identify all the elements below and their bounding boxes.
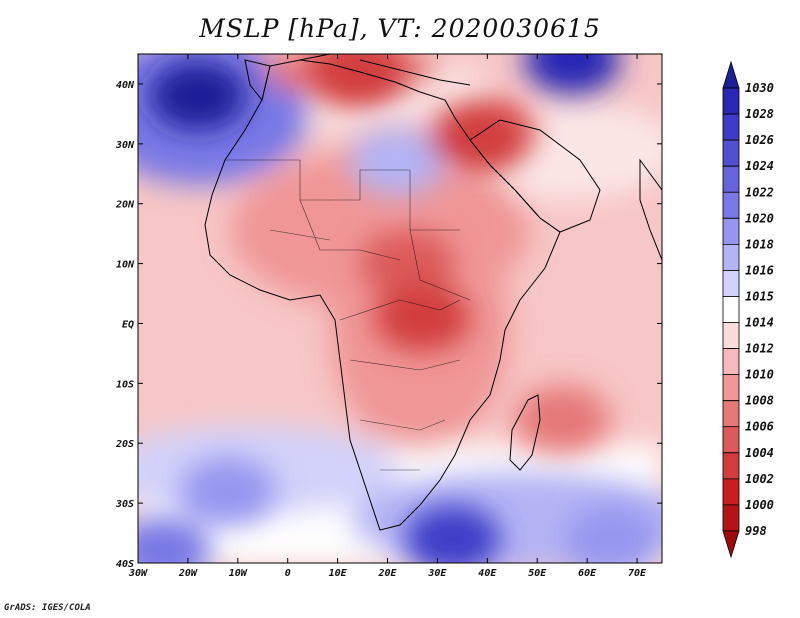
lon-label: 30W [128,568,148,579]
lon-label: 10E [329,568,348,579]
colorbar-segment [722,243,740,271]
colorbar-label: 1018 [745,237,774,251]
colorbar-segment [722,478,740,506]
lat-label: 20S [115,439,134,450]
lon-label: 20W [178,568,198,579]
colorbar-segment [722,191,740,219]
madagascar-coastline [509,394,541,471]
europe-coastline [244,54,471,102]
lat-label: 40N [116,80,135,91]
colorbar-label: 1016 [745,263,774,277]
colorbar-segment [722,60,740,89]
colorbar-segment [722,374,740,402]
lon-label: 50E [528,568,547,579]
colorbar-segment [722,452,740,480]
colorbar-segment [722,139,740,167]
pressure-centre [149,61,246,130]
colorbar-label: 998 [745,524,767,538]
colorbar-label: 1010 [745,368,774,382]
plot-frame [137,53,663,564]
colorbar-segment [722,270,740,297]
lon-label: 70E [628,568,647,579]
africa-coastline [204,59,561,531]
colorbar-segment [722,322,740,349]
colorbar-segment [722,113,740,141]
colorbar-segment [722,87,740,115]
colorbar-label: 1000 [745,498,774,512]
colorbar-label: 1030 [745,81,774,95]
pressure-field [138,54,662,563]
colorbar-segment [722,348,740,376]
colorbar-segment [722,165,740,193]
lon-label: 10W [229,568,248,579]
colorbar: 1030 1028 1026 1024 1022 1020 1018 1016 1015 1014… [722,60,774,559]
lat-label: 10S [116,379,134,390]
lat-label: 40S [116,559,134,570]
lon-label: 60E [578,568,597,579]
lat-label: 30N [115,140,135,151]
lon-label: 30E [427,568,447,579]
lon-label: 0 [285,568,291,579]
lon-label: 20E [377,568,397,579]
pressure-centre [404,505,501,563]
pressure-centre [514,385,611,454]
coastlines [204,54,662,531]
lat-label: 10N [116,260,135,271]
pressure-centre [564,505,661,563]
country-borders [225,159,471,471]
colorbar-label: 1015 [745,289,774,303]
arabia-coastline [469,119,601,233]
pressure-centre [179,457,276,526]
colorbar-segment [722,217,740,245]
lon-axis: 30W 20W 10W 0 10E 20E 30E 40E 50E 60E 70E [128,54,647,579]
colorbar-segment [722,530,740,559]
lon-label: 40E [478,568,497,579]
pressure-centre [359,229,456,298]
lat-label: 30S [115,499,134,510]
grads-credit: GrADS: IGES/COLA [4,603,91,613]
pressure-centre [349,127,446,196]
colorbar-label: 1026 [745,133,774,147]
colorbar-segment [722,400,740,428]
colorbar-label: 1008 [745,394,774,408]
border-lines [225,159,471,471]
colorbar-label: 1006 [745,420,774,434]
colorbar-label: 1028 [745,107,774,121]
lat-axis: 40N 30N 20N 10N EQ 10S 20S 30S 40S [115,80,662,570]
pressure-centre [429,103,526,172]
colorbar-label: 1020 [745,211,774,225]
lat-label: 20N [115,200,135,211]
map-title: MSLP [hPa], VT: 2020030615 [199,14,601,43]
colorbar-label: 1014 [745,316,774,330]
colorbar-segment [722,296,740,323]
colorbar-label: 1012 [745,342,774,356]
colorbar-segment [722,504,740,532]
pressure-centre [374,283,471,352]
india-coastline [639,158,662,261]
colorbar-segment [722,426,740,454]
colorbar-label: 1024 [745,159,774,173]
colorbar-label: 1002 [745,472,774,486]
colorbar-label: 1022 [745,185,774,199]
lat-label: EQ [122,319,134,330]
pressure-centre [138,517,211,563]
pressure-centre [524,54,621,94]
pressure-centre [309,54,406,106]
colorbar-label: 1004 [745,446,774,460]
